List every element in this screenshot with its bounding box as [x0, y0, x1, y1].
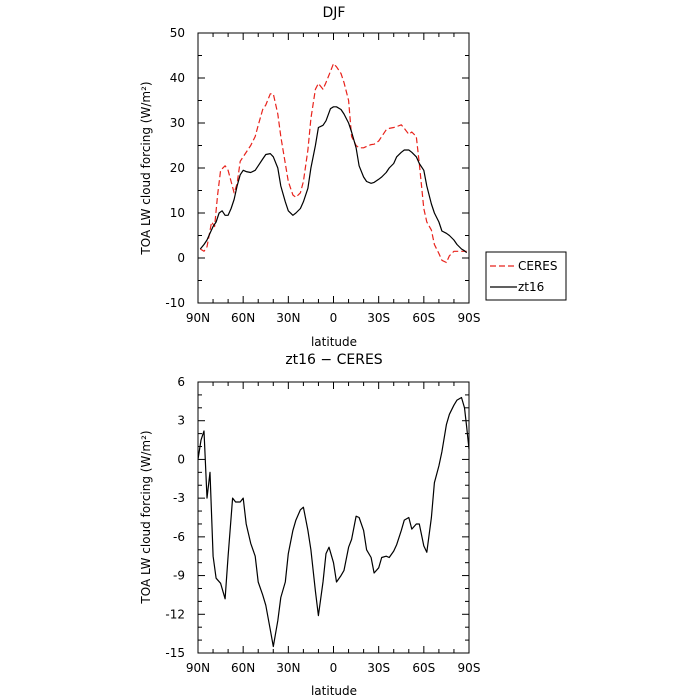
top-y-tick-label: 20 — [170, 161, 185, 175]
top-x-tick-label: 60S — [412, 311, 435, 325]
bottom-y-tick-label: -9 — [173, 569, 185, 583]
top-series-ceres-line — [199, 62, 467, 264]
bottom-x-tick-label: 0 — [330, 661, 338, 675]
top-y-tick-label: 40 — [170, 71, 185, 85]
bottom-x-axis-label: latitude — [311, 684, 357, 698]
top-chart: DJF 90N 60N 30N 0 30S 60S 90S -10 0 10 20 30 40 50 la… — [139, 5, 480, 349]
bottom-x-tick-label: 60N — [231, 661, 255, 675]
top-x-tick-label: 90N — [186, 311, 210, 325]
top-x-tick-label: 30N — [276, 311, 300, 325]
bottom-y-axis-label: TOA LW cloud forcing (W/m²) — [139, 430, 153, 604]
top-y-tick-label: -10 — [165, 296, 185, 310]
top-y-tick-label: 10 — [170, 206, 185, 220]
bottom-y-tick-label: -12 — [165, 607, 185, 621]
top-x-tick-label: 90S — [458, 311, 481, 325]
bottom-x-tick-label: 90N — [186, 661, 210, 675]
top-x-tick-label: 30S — [367, 311, 390, 325]
bottom-y-tick-label: -3 — [173, 491, 185, 505]
top-chart-title: DJF — [323, 5, 346, 21]
legend-box — [485, 251, 567, 301]
top-plot-frame — [197, 32, 470, 304]
legend-label-zt16: zt16 — [518, 280, 544, 294]
bottom-y-tick-label: -15 — [165, 646, 185, 660]
bottom-y-tick-label: 0 — [177, 452, 185, 466]
bottom-plot-frame — [197, 381, 470, 654]
top-series-zt16-line — [199, 106, 468, 254]
bottom-chart: zt16 − CERES 90N 60N 30N 0 30S 60S 90S -15 -12 -9… — [139, 352, 480, 698]
top-x-tick-label: 60N — [231, 311, 255, 325]
bottom-chart-title: zt16 − CERES — [285, 352, 382, 368]
bottom-x-tick-label: 90S — [458, 661, 481, 675]
bottom-y-tick-label: 3 — [177, 414, 185, 428]
legend-label-ceres: CERES — [518, 259, 558, 273]
top-y-tick-label: 30 — [170, 116, 185, 130]
top-y-tick-label: 50 — [170, 26, 185, 40]
bottom-x-tick-label: 60S — [412, 661, 435, 675]
top-y-axis-label: TOA LW cloud forcing (W/m²) — [139, 81, 153, 255]
bottom-y-tick-label: -6 — [173, 530, 185, 544]
top-y-tick-label: 0 — [177, 251, 185, 265]
top-x-axis-label: latitude — [311, 335, 357, 349]
bottom-y-tick-label: 6 — [177, 375, 185, 389]
bottom-x-tick-label: 30S — [367, 661, 390, 675]
bottom-series-difference-line — [197, 396, 470, 648]
bottom-x-tick-label: 30N — [276, 661, 300, 675]
top-x-tick-label: 0 — [330, 311, 338, 325]
legend: CERES zt16 — [485, 251, 567, 301]
